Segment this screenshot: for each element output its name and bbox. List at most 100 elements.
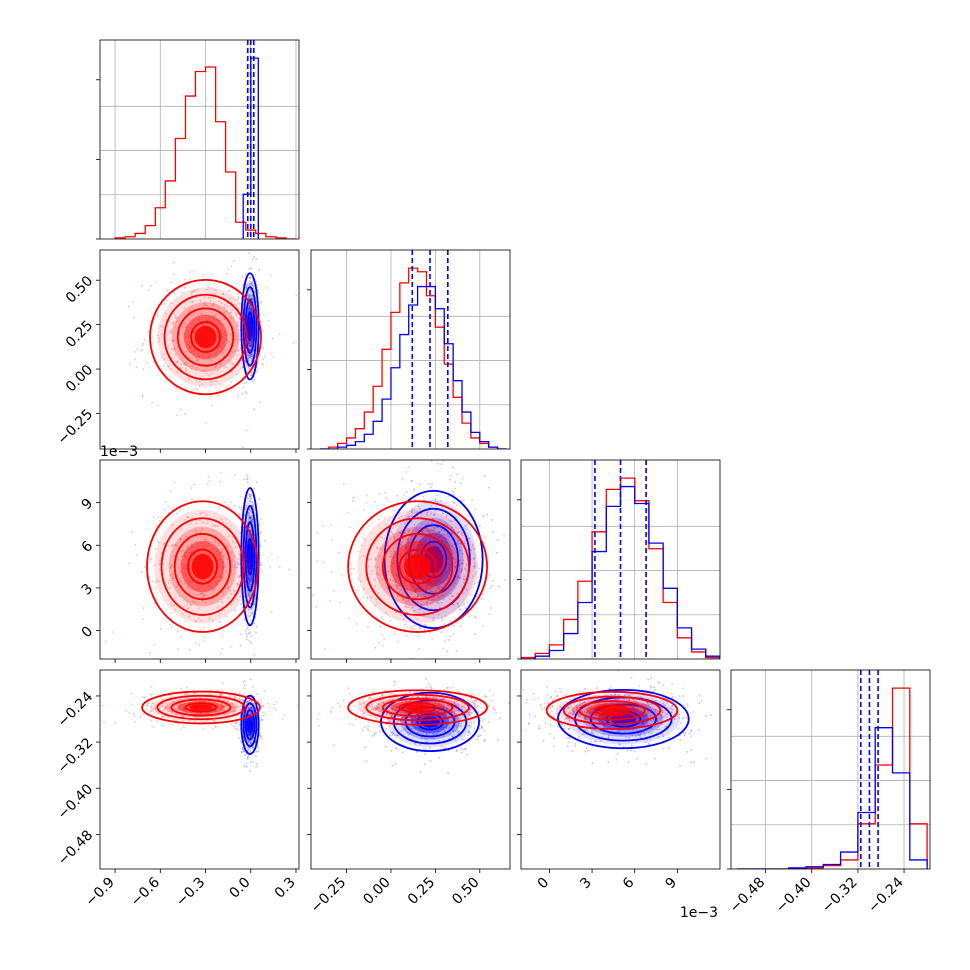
scatter-point [136, 348, 139, 351]
scatter-point [363, 595, 365, 598]
scatter-point [368, 704, 371, 707]
scatter-point [400, 712, 402, 715]
scatter-point [230, 316, 233, 318]
scatter-point [248, 631, 251, 634]
scatter-point [388, 699, 391, 701]
scatter-point [248, 507, 251, 510]
scatter-point [394, 581, 397, 583]
scatter-point [220, 575, 222, 577]
scatter-point [176, 559, 178, 561]
scatter-point [538, 728, 541, 730]
scatter-point [183, 705, 185, 707]
scatter-point [212, 304, 215, 307]
scatter-point [209, 300, 212, 303]
scatter-point [239, 644, 242, 647]
scatter-point [260, 321, 262, 323]
scatter-point [210, 585, 212, 588]
scatter-point [167, 333, 170, 335]
scatter-point [433, 701, 436, 703]
scatter-point [199, 580, 202, 583]
scatter-point [251, 635, 253, 637]
scatter-point [236, 729, 239, 731]
scatter-point [139, 716, 142, 719]
scatter-point [480, 717, 482, 720]
scatter-point [686, 705, 689, 708]
scatter-point [212, 524, 215, 527]
scatter-point [246, 756, 249, 758]
scatter-point [160, 356, 163, 359]
scatter-point [188, 649, 191, 651]
scatter-point [441, 594, 444, 597]
scatter-point [202, 579, 205, 582]
scatter-point [351, 500, 354, 503]
scatter-point [396, 575, 399, 577]
scatter-point [450, 592, 453, 595]
scatter-point [152, 708, 155, 710]
scatter-point [190, 604, 192, 606]
scatter-point [375, 717, 378, 720]
scatter-point [541, 707, 544, 710]
scatter-point [459, 496, 462, 498]
scatter-point [463, 540, 465, 542]
scatter-point [207, 542, 210, 545]
scatter-point [405, 600, 408, 603]
scatter-point [413, 524, 416, 526]
scatter-point [211, 321, 214, 323]
scatter-point [210, 384, 212, 386]
scatter-point [479, 734, 482, 737]
scatter-point [180, 728, 182, 731]
scatter-point [160, 628, 162, 630]
scatter-point [180, 555, 183, 558]
scatter-point [573, 696, 576, 699]
scatter-point [230, 603, 233, 606]
scatter-point [204, 601, 207, 604]
scatter-point [447, 704, 450, 707]
scatter-point [152, 726, 155, 728]
scatter-point [432, 598, 435, 601]
scatter-point [434, 589, 437, 592]
scatter-point [456, 504, 458, 507]
scatter-point [417, 515, 419, 517]
contour-line [170, 698, 232, 717]
scatter-point [167, 344, 170, 347]
scatter-point [252, 349, 255, 352]
scatter-point [554, 690, 557, 693]
scatter-point [442, 647, 444, 650]
scatter-point [183, 555, 186, 558]
scatter-point [429, 602, 432, 605]
scatter-point [437, 730, 440, 733]
scatter-point [193, 692, 196, 695]
scatter-point [184, 519, 187, 521]
scatter-point [426, 696, 428, 698]
scatter-point [592, 718, 594, 721]
scatter-point [234, 350, 236, 353]
scatter-point [248, 348, 251, 351]
scatter-point [389, 620, 392, 622]
scatter-point [455, 724, 458, 727]
scatter-point [705, 715, 707, 717]
scatter-point [221, 705, 224, 707]
hist-panel-2 [517, 459, 721, 660]
scatter-point [288, 568, 291, 571]
scatter-point [240, 633, 242, 635]
scatter-point [218, 575, 221, 578]
scatter-point [214, 565, 217, 567]
scatter-point [323, 648, 326, 650]
scatter-point [398, 702, 401, 704]
scatter-point [363, 538, 366, 541]
scatter-point [445, 571, 448, 574]
scatter-point [458, 730, 460, 732]
scatter-point [410, 515, 413, 518]
scatter-point [386, 497, 389, 500]
scatter-point [448, 562, 451, 565]
scatter-point [168, 579, 171, 582]
scatter-point [236, 721, 238, 724]
scatter-point [672, 695, 674, 698]
scatter-point [256, 609, 259, 611]
scatter-point [437, 535, 440, 538]
scatter-point [475, 573, 477, 576]
density-fill [404, 704, 432, 711]
scatter-point [420, 543, 423, 546]
scatter-point [443, 697, 445, 700]
scatter-point [414, 727, 417, 730]
